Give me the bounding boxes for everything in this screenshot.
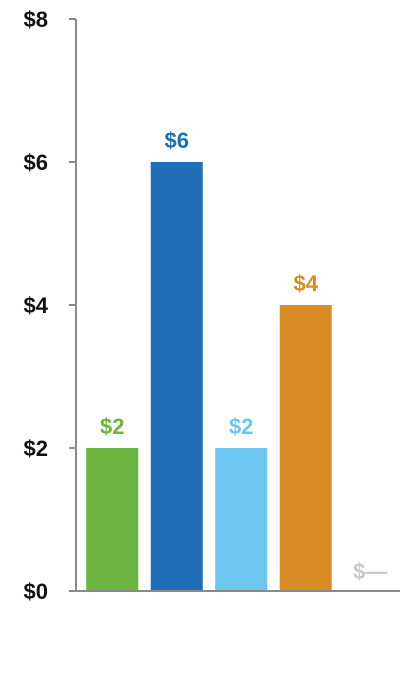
bar bbox=[150, 162, 203, 591]
bar-value-label: $6 bbox=[165, 128, 189, 153]
bar bbox=[279, 305, 332, 591]
y-tick-label: $2 bbox=[24, 436, 48, 461]
data-labels-group: $2 $6 $2 $4 $— bbox=[100, 128, 387, 584]
y-tick-label: $6 bbox=[24, 150, 48, 175]
bar-value-label: $4 bbox=[294, 271, 319, 296]
y-axis-ticks: $0 $2 $4 $6 $8 bbox=[24, 7, 76, 604]
bar-value-label: $— bbox=[353, 559, 387, 584]
y-tick-label: $0 bbox=[24, 579, 48, 604]
bar-value-label: $2 bbox=[100, 414, 124, 439]
y-tick-label: $8 bbox=[24, 7, 48, 32]
bar bbox=[215, 448, 268, 591]
bars-group bbox=[86, 162, 332, 591]
bar bbox=[86, 448, 139, 591]
y-tick-label: $4 bbox=[24, 293, 49, 318]
bar-value-label: $2 bbox=[229, 414, 253, 439]
